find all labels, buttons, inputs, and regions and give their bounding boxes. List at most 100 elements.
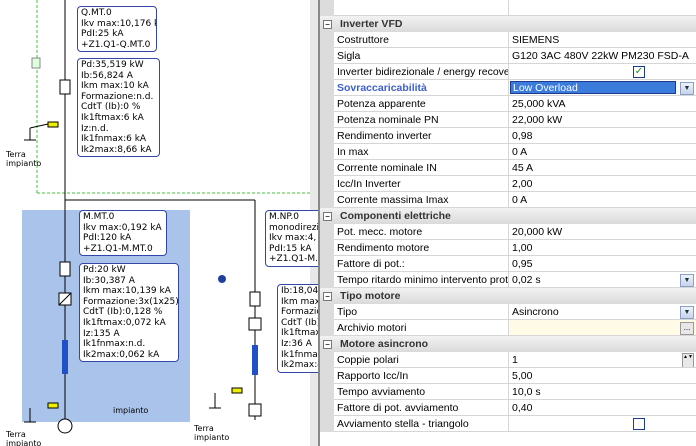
collapse-toggle[interactable]: −: [323, 212, 332, 221]
property-row[interactable]: Fattore di pot.: 0,95: [320, 256, 696, 272]
info-line: +Z1.Q1-M.N: [269, 254, 318, 265]
icon: [218, 275, 226, 283]
section-header[interactable]: − Tipo motore: [320, 288, 696, 304]
value-text: 22,000 kW: [512, 114, 563, 126]
section-title: Componenti elettriche: [340, 210, 451, 222]
property-row[interactable]: Corrente nominale IN 45 A: [320, 160, 696, 176]
property-value[interactable]: 0 A: [509, 192, 696, 208]
property-value[interactable]: 0,02 s ▼: [509, 272, 696, 288]
row-strip: [320, 80, 334, 96]
info-line: Ib:18,042 A: [281, 286, 318, 296]
checkbox[interactable]: [633, 418, 645, 430]
property-row[interactable]: Archivio motori...: [320, 320, 696, 336]
value-text: 0,98: [512, 130, 533, 142]
value-text: 25,000 kVA: [512, 98, 566, 110]
property-row[interactable]: In max 0 A: [320, 144, 696, 160]
property-row[interactable]: Fattore di pot. avviamento 0,40: [320, 400, 696, 416]
property-value[interactable]: Low Overload ▼: [509, 80, 696, 96]
property-row[interactable]: Sovraccaricabilità Low Overload ▼: [320, 80, 696, 96]
row-strip: [320, 256, 334, 272]
property-value[interactable]: 25,000 kVA: [509, 96, 696, 112]
property-value[interactable]: 1,00: [509, 240, 696, 256]
property-value[interactable]: 2,00: [509, 176, 696, 192]
icon: [31, 57, 41, 69]
property-value[interactable]: 10,0 s: [509, 384, 696, 400]
property-label: Corrente nominale IN: [334, 160, 509, 176]
dropdown-button[interactable]: ▼: [680, 274, 694, 287]
dropdown-button[interactable]: ▼: [680, 306, 694, 319]
dropdown-button[interactable]: ▼: [680, 82, 694, 95]
info-line: Ikv max:0,192 kA: [83, 222, 162, 233]
property-row[interactable]: Tempo avviamento 10,0 s: [320, 384, 696, 400]
value-text: 10,0 s: [512, 386, 541, 398]
row-strip: [320, 192, 334, 208]
row-strip: [320, 160, 334, 176]
property-row[interactable]: Pot. mecc. motore 20,000 kW: [320, 224, 696, 240]
property-value[interactable]: 20,000 kW: [509, 224, 696, 240]
property-row[interactable]: Inverter bidirezionale / energy recovery…: [320, 64, 696, 80]
info-box: Pd:35,519 kW Ib:56,824 A Ikm max:10 kA Form…: [77, 58, 160, 158]
property-value[interactable]: SIEMENS: [509, 32, 696, 48]
section-header[interactable]: − Inverter VFD: [320, 16, 696, 32]
property-value[interactable]: Asincrono ▼: [509, 304, 696, 320]
property-row[interactable]: Rendimento inverter 0,98: [320, 128, 696, 144]
property-row[interactable]: Corrente massima Imax 0 A: [320, 192, 696, 208]
info-line: Ik1ftmax:6 kA: [81, 112, 144, 123]
info-line: +Z1.Q1-M.MT.0: [83, 243, 153, 254]
property-value[interactable]: 1 ▲▼: [509, 352, 696, 368]
property-value[interactable]: 5,00: [509, 368, 696, 384]
property-label: Rendimento inverter: [334, 128, 509, 144]
area-label: impianto: [113, 406, 149, 415]
info-line: Ik2max:0,062 kA: [83, 349, 160, 360]
property-row[interactable]: Costruttore SIEMENS: [320, 32, 696, 48]
checkbox[interactable]: ✓: [633, 66, 645, 78]
property-value[interactable]: 45 A: [509, 160, 696, 176]
breaker: [59, 79, 71, 95]
property-row[interactable]: Sigla G120 3AC 480V 22kW PM230 FSD-A: [320, 48, 696, 64]
row-strip: [320, 176, 334, 192]
browse-button[interactable]: ...: [680, 322, 694, 335]
property-value[interactable]: [509, 416, 696, 432]
section-header[interactable]: − Motore asincrono: [320, 336, 696, 352]
property-value[interactable]: 22,000 kW: [509, 112, 696, 128]
header-cell: [334, 0, 509, 16]
inverter: [248, 317, 262, 331]
collapse-toggle[interactable]: −: [323, 20, 332, 29]
section-header[interactable]: − Componenti elettriche: [320, 208, 696, 224]
property-value[interactable]: ✓: [509, 64, 696, 80]
property-label: Inverter bidirezionale / energy recovery: [334, 64, 509, 80]
property-value[interactable]: G120 3AC 480V 22kW PM230 FSD-A: [509, 48, 696, 64]
property-row[interactable]: Icc/In Inverter 2,00: [320, 176, 696, 192]
earth-wire: [29, 123, 49, 129]
property-label: Icc/In Inverter: [334, 176, 509, 192]
property-row[interactable]: Coppie polari 1 ▲▼: [320, 352, 696, 368]
earth-switch: [47, 121, 59, 128]
section-title: Inverter VFD: [340, 18, 403, 30]
property-row[interactable]: Potenza nominale PN 22,000 kW: [320, 112, 696, 128]
property-value[interactable]: ...: [509, 320, 696, 336]
info-line: Ik1ftmax:0,: [281, 328, 318, 339]
header-cell: [509, 0, 696, 16]
info-line: Ik2max:8,66 kA: [81, 144, 152, 155]
info-line: Pd:35,519 kW: [81, 60, 144, 70]
property-row[interactable]: Tipo Asincrono ▼: [320, 304, 696, 320]
property-row[interactable]: Rendimento motore 1,00: [320, 240, 696, 256]
property-row[interactable]: Tempo ritardo minimo intervento protezio…: [320, 272, 696, 288]
spinner[interactable]: ▲▼: [682, 353, 694, 367]
property-row[interactable]: Rapporto Icc/In 5,00: [320, 368, 696, 384]
info-line: Ik1fnmax:n: [281, 349, 318, 360]
info-line: Ikm max:10,139 kA: [83, 286, 171, 297]
info-line: Ikm max:4,1: [281, 296, 318, 307]
property-value[interactable]: 0,95: [509, 256, 696, 272]
property-label: Rendimento motore: [334, 240, 509, 256]
property-value[interactable]: 0,98: [509, 128, 696, 144]
property-value[interactable]: 0 A: [509, 144, 696, 160]
earth-label: Terra impianto: [194, 424, 230, 442]
collapse-toggle[interactable]: −: [323, 292, 332, 301]
property-row[interactable]: Avviamento stella - triangolo: [320, 416, 696, 432]
property-row[interactable]: Potenza apparente 25,000 kVA: [320, 96, 696, 112]
value-text: Low Overload: [510, 81, 676, 94]
property-grid: − Inverter VFD Costruttore SIEMENS Sigla G120…: [318, 0, 696, 446]
property-value[interactable]: 0,40: [509, 400, 696, 416]
collapse-toggle[interactable]: −: [323, 340, 332, 349]
